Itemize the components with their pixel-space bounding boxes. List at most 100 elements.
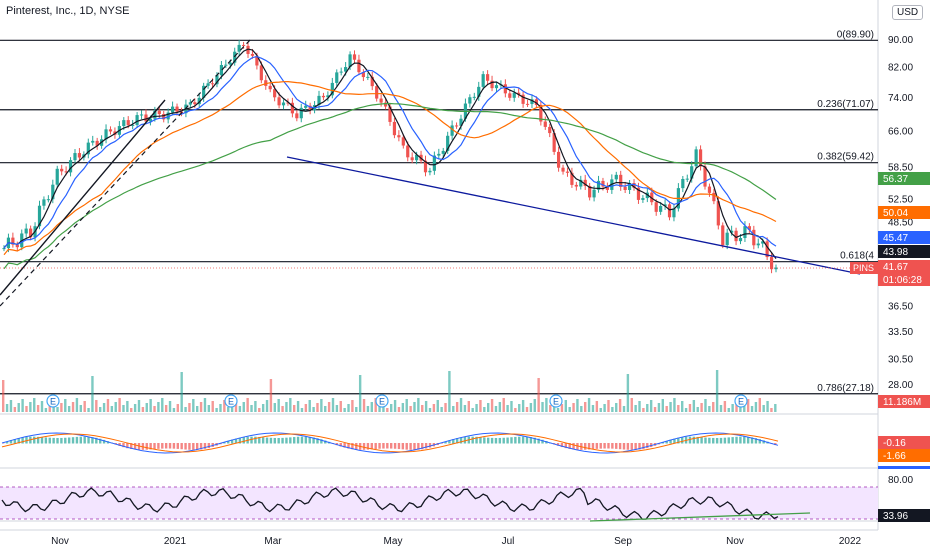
channel-line-dashed	[0, 39, 251, 307]
time-tick-label: 2021	[164, 536, 187, 547]
candle-body	[761, 241, 765, 244]
macd-histogram-bar	[712, 437, 715, 444]
earnings-marker	[46, 394, 60, 408]
volume-bar	[518, 404, 521, 412]
rsi-tick-label: 80.00	[888, 475, 913, 486]
candle-body	[255, 55, 259, 66]
candle-body	[632, 183, 636, 188]
macd-histogram-bar	[708, 437, 711, 444]
volume-bar	[289, 398, 292, 412]
volume-bar	[17, 403, 20, 412]
macd-histogram-bar	[316, 438, 319, 444]
volume-bar	[180, 372, 183, 412]
candle-body	[175, 106, 179, 112]
candle-body	[139, 114, 144, 116]
candle-body	[765, 241, 769, 258]
volume-bar	[595, 401, 599, 412]
earnings-marker-label: E	[379, 397, 385, 407]
volume-bar	[537, 378, 540, 412]
macd-histogram-bar	[463, 436, 467, 444]
currency-selector[interactable]: USD	[892, 5, 924, 20]
candle-body	[104, 129, 108, 140]
candle-body	[406, 145, 410, 158]
volume-bar	[533, 399, 536, 412]
macd-histogram-bar	[199, 443, 203, 450]
volume-bar	[9, 400, 13, 412]
volume-bar	[36, 405, 40, 412]
volume-bar	[366, 406, 370, 412]
macd-histogram-bar	[48, 437, 51, 444]
candle-body	[415, 154, 419, 161]
candle-body	[698, 149, 703, 167]
macd-histogram-bar	[750, 437, 754, 444]
macd-histogram-bar	[164, 443, 168, 449]
volume-bar	[133, 404, 137, 412]
volume-bar	[409, 406, 412, 412]
macd-histogram-bar	[378, 443, 381, 449]
macd-histogram-bar	[230, 439, 234, 444]
candle-body	[477, 86, 481, 97]
ema-mid-line	[3, 55, 777, 249]
macd-histogram-bar	[417, 443, 420, 450]
candle-body	[525, 103, 530, 105]
macd-histogram-bar	[677, 437, 680, 444]
macd-histogram-bar	[122, 443, 125, 448]
countdown-badge-text: 01:06:28	[883, 275, 922, 286]
candle-body	[512, 92, 516, 98]
volume-bar	[386, 408, 389, 412]
earnings-marker	[224, 394, 238, 408]
volume-bar	[715, 370, 719, 412]
volume-bar	[327, 402, 331, 412]
volume-bar	[440, 407, 443, 412]
volume-bar	[91, 376, 94, 412]
candle-body	[769, 257, 774, 270]
macd-histogram-bar	[161, 443, 164, 449]
volume-bar	[71, 402, 75, 412]
candle-body	[432, 155, 436, 171]
candle-body	[170, 106, 175, 113]
macd-histogram-bar	[36, 436, 40, 444]
macd-histogram-bar	[525, 436, 529, 444]
macd-histogram-bar	[40, 437, 44, 444]
volume-bar	[487, 403, 490, 412]
macd-histogram-bar	[405, 443, 408, 450]
candle-body	[539, 104, 543, 122]
channel-line-lower	[0, 99, 166, 296]
candle-body	[721, 225, 725, 246]
candle-body	[60, 168, 64, 172]
volume-bar	[657, 403, 661, 412]
macd-histogram-bar	[180, 443, 183, 450]
candle-body	[308, 105, 312, 111]
candle-body	[11, 237, 15, 245]
candle-body	[690, 166, 694, 179]
earnings-marker-label: E	[50, 397, 56, 407]
volume-bar	[669, 402, 672, 412]
volume-bar	[48, 404, 51, 412]
candle-body	[410, 157, 414, 161]
candle-body	[321, 95, 326, 98]
macd-histogram-bar	[735, 436, 738, 444]
candle-body	[743, 226, 747, 239]
macd-histogram-bar	[145, 443, 148, 450]
volume-bar	[390, 404, 393, 412]
volume-bar	[164, 405, 168, 412]
volume-bar	[281, 406, 284, 412]
candle-body	[703, 166, 707, 187]
volume-bar	[653, 407, 657, 412]
macd-histogram-bar	[762, 440, 765, 444]
volume-bar	[665, 406, 668, 412]
macd-histogram-bar	[293, 437, 296, 444]
macd-histogram-bar	[390, 443, 393, 449]
macd-histogram-bar	[13, 439, 17, 444]
volume-bar	[475, 404, 478, 412]
candle-body	[534, 99, 539, 105]
macd-histogram-bar	[71, 437, 75, 444]
volume-bar	[646, 404, 649, 412]
macd-histogram-bar	[719, 437, 723, 444]
volume-bar	[296, 401, 300, 412]
candle-body	[574, 184, 578, 187]
earnings-marker	[375, 394, 389, 408]
chart-title: Pinterest, Inc., 1D, NYSE	[6, 5, 130, 17]
macd-histogram-bar	[704, 437, 707, 444]
